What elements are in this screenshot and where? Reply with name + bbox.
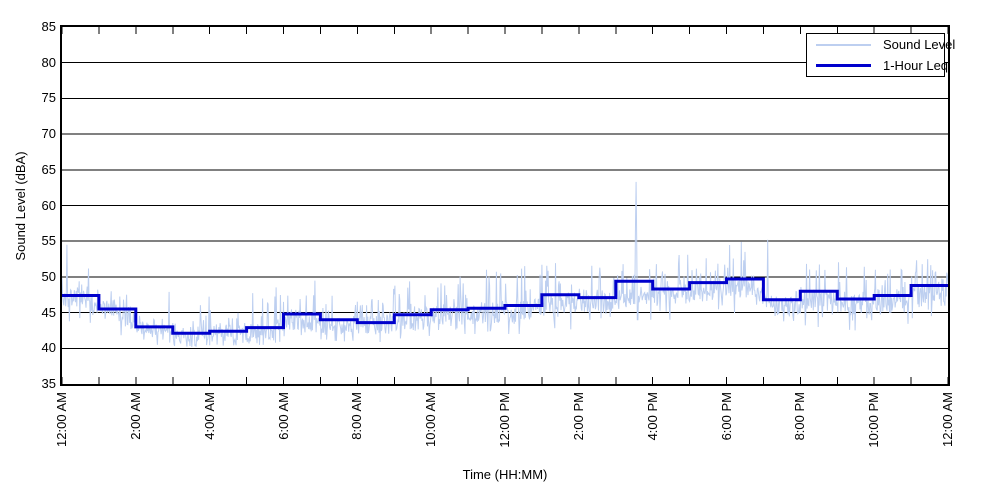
x-tick-label: 6:00 PM bbox=[718, 392, 734, 441]
y-tick-label: 80 bbox=[41, 54, 56, 70]
y-tick-label: 65 bbox=[41, 161, 56, 177]
x-axis-title: Time (HH:MM) bbox=[462, 467, 548, 482]
x-tick-label: 12:00 AM bbox=[54, 392, 69, 447]
y-tick-label: 40 bbox=[41, 340, 56, 356]
x-tick-label: 8:00 PM bbox=[792, 392, 808, 441]
x-tick-label: 4:00 AM bbox=[201, 392, 217, 440]
y-tick-label: 70 bbox=[41, 126, 56, 142]
legend-label-sound-level: Sound Level bbox=[883, 37, 956, 53]
leq-line-swatch bbox=[816, 63, 871, 67]
axis-ticks bbox=[62, 27, 948, 384]
legend-item-leq: 1-Hour Leq bbox=[807, 55, 948, 75]
y-tick-label: 45 bbox=[41, 304, 56, 320]
y-tick-label: 85 bbox=[41, 19, 56, 34]
chart-canvas bbox=[62, 27, 948, 384]
leq-series bbox=[62, 277, 948, 335]
y-tick-label: 55 bbox=[41, 233, 56, 249]
x-tick-label: 4:00 PM bbox=[644, 392, 660, 441]
x-tick-label: 10:00 AM bbox=[423, 392, 439, 447]
sound-level-series bbox=[62, 181, 948, 347]
x-tick-label: 10:00 PM bbox=[866, 392, 882, 448]
y-tick-label: 60 bbox=[41, 197, 56, 213]
legend: Sound Level 1-Hour Leq bbox=[806, 33, 955, 77]
plot-area bbox=[60, 25, 950, 386]
sound-level-line-swatch bbox=[816, 43, 871, 46]
y-tick-label: 35 bbox=[41, 376, 56, 391]
y-tick-label: 50 bbox=[41, 268, 56, 284]
x-tick-label: 2:00 PM bbox=[570, 392, 586, 441]
x-tick-label: 12:00 PM bbox=[497, 392, 512, 448]
x-tick-label: 8:00 AM bbox=[349, 392, 365, 440]
x-tick-label: 2:00 AM bbox=[127, 392, 143, 440]
x-tick-label: 6:00 AM bbox=[275, 392, 291, 440]
legend-item-sound-level: Sound Level bbox=[807, 35, 955, 55]
x-tick-label: 12:00 AM bbox=[940, 392, 955, 447]
y-tick-label: 75 bbox=[41, 90, 56, 106]
legend-label-leq: 1-Hour Leq bbox=[883, 57, 949, 73]
